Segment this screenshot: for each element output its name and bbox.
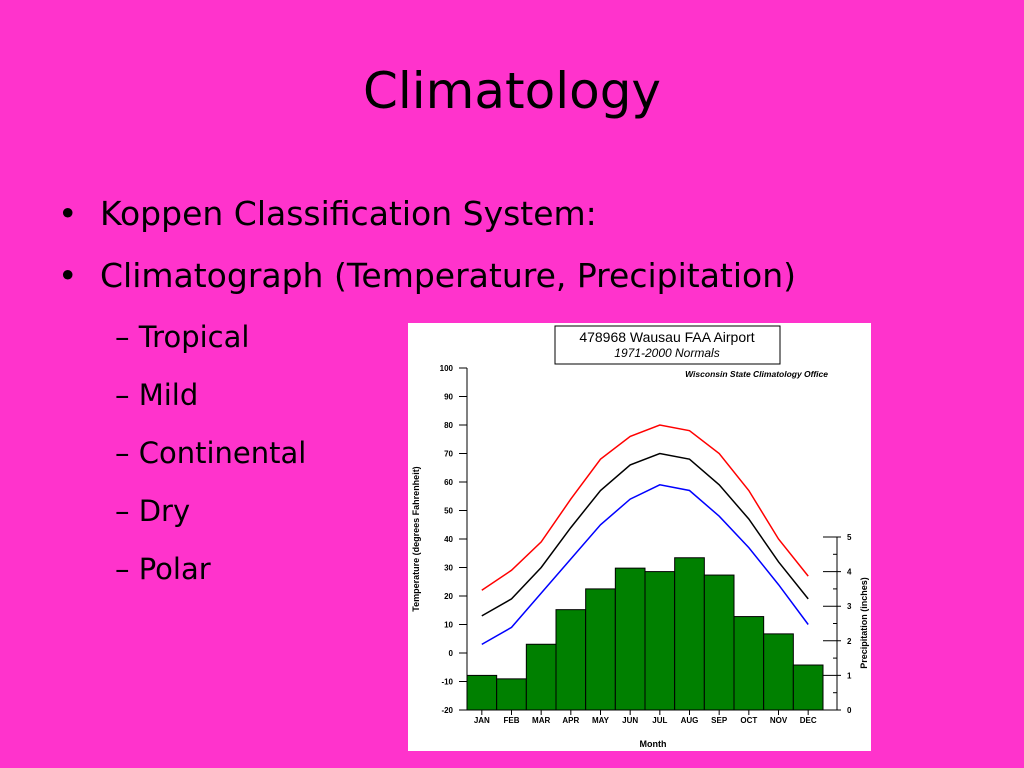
sub-bullet-item: – Mild — [115, 374, 306, 432]
temperature-line — [481, 424, 809, 591]
y-tick-label: -10 — [441, 678, 453, 687]
precip-bar — [733, 616, 765, 711]
y2-tick-label: 2 — [847, 637, 852, 646]
precip-bar — [585, 588, 616, 711]
sub-bullet-marker: – — [115, 552, 130, 586]
x-tick-label: MAY — [592, 716, 610, 725]
temperature-line — [481, 484, 809, 646]
y-tick-label: 10 — [444, 621, 453, 630]
y-tick-label: 20 — [444, 592, 453, 601]
y-tick-label: 0 — [449, 649, 454, 658]
precip-bar — [466, 674, 498, 711]
y2-tick-label: 3 — [847, 602, 852, 611]
y2-tick-label: 4 — [847, 568, 852, 577]
x-tick-label: JAN — [474, 716, 490, 725]
precip-bar — [792, 664, 824, 711]
climatograph-chart: 478968 Wausau FAA Airport 1971-2000 Norm… — [411, 325, 869, 749]
bullet-marker: • — [58, 256, 78, 295]
slide-title: Climatology — [362, 62, 662, 120]
x-tick-label: APR — [562, 716, 579, 725]
y-tick-label: 50 — [444, 507, 453, 516]
x-tick-label: AUG — [681, 716, 699, 725]
sub-bullet-text: Polar — [138, 552, 211, 586]
chart-subtitle: 1971-2000 Normals — [614, 346, 719, 360]
y2-tick-label: 1 — [847, 671, 852, 680]
y2-tick-label: 5 — [847, 533, 852, 542]
y2-tick-label: 0 — [847, 706, 852, 715]
x-tick-label: JUL — [652, 716, 667, 725]
sub-bullet-marker: – — [115, 320, 130, 354]
y-tick-label: -20 — [441, 706, 453, 715]
x-tick-label: FEB — [504, 716, 520, 725]
precip-bar — [496, 678, 527, 711]
y-tick-label: 40 — [444, 535, 453, 544]
sub-bullet-marker: – — [115, 436, 130, 470]
bullet-text: Climatograph (Temperature, Precipitation… — [100, 256, 796, 295]
climatograph-panel: 478968 Wausau FAA Airport 1971-2000 Norm… — [408, 323, 871, 751]
x-axis-label: Month — [640, 739, 667, 749]
sub-bullet-item: – Dry — [115, 490, 306, 548]
sub-bullet-text: Dry — [138, 494, 191, 528]
sub-bullet-item: – Tropical — [115, 316, 306, 374]
y-tick-label: 90 — [444, 393, 453, 402]
bullet-text: Koppen Classification System: — [100, 194, 597, 233]
bullet-list: • Koppen Classification System: • Climatog… — [58, 190, 796, 314]
precip-bar — [644, 571, 676, 711]
y2-axis-label: Precipitation (inches) — [859, 577, 869, 669]
y-axis-label: Temperature (degrees Fahrenheit) — [411, 466, 421, 611]
y-tick-label: 60 — [444, 478, 453, 487]
bullet-item: • Koppen Classification System: — [58, 190, 796, 252]
y-tick-label: 70 — [444, 450, 453, 459]
sub-bullet-text: Continental — [138, 436, 307, 470]
precip-bar — [674, 557, 705, 711]
sub-bullet-list: – Tropical – Mild – Continental – Dry – … — [115, 316, 306, 606]
x-tick-label: NOV — [770, 716, 788, 725]
chart-title: 478968 Wausau FAA Airport — [579, 329, 754, 345]
sub-bullet-marker: – — [115, 378, 130, 412]
sub-bullet-item: – Continental — [115, 432, 306, 490]
x-tick-label: MAR — [532, 716, 550, 725]
precip-bar — [614, 567, 646, 711]
y-tick-label: 100 — [440, 364, 454, 373]
precip-bar — [763, 633, 794, 711]
sub-bullet-marker: – — [115, 494, 130, 528]
precip-bar — [555, 609, 587, 711]
temperature-line — [481, 452, 809, 617]
chart-title-box — [554, 325, 781, 365]
bullet-item: • Climatograph (Temperature, Precipitatio… — [58, 252, 796, 314]
x-tick-label: OCT — [740, 716, 757, 725]
precip-bar — [703, 574, 735, 711]
x-tick-label: SEP — [711, 716, 728, 725]
y-tick-label: 80 — [444, 421, 453, 430]
sub-bullet-item: – Polar — [115, 548, 306, 606]
x-tick-label: DEC — [800, 716, 817, 725]
precip-bar — [525, 643, 557, 711]
chart-source: Wisconsin State Climatology Office — [685, 369, 828, 379]
sub-bullet-text: Tropical — [138, 320, 250, 354]
x-tick-label: JUN — [622, 716, 638, 725]
bullet-marker: • — [58, 194, 78, 233]
sub-bullet-text: Mild — [138, 378, 199, 412]
y-tick-label: 30 — [444, 564, 453, 573]
